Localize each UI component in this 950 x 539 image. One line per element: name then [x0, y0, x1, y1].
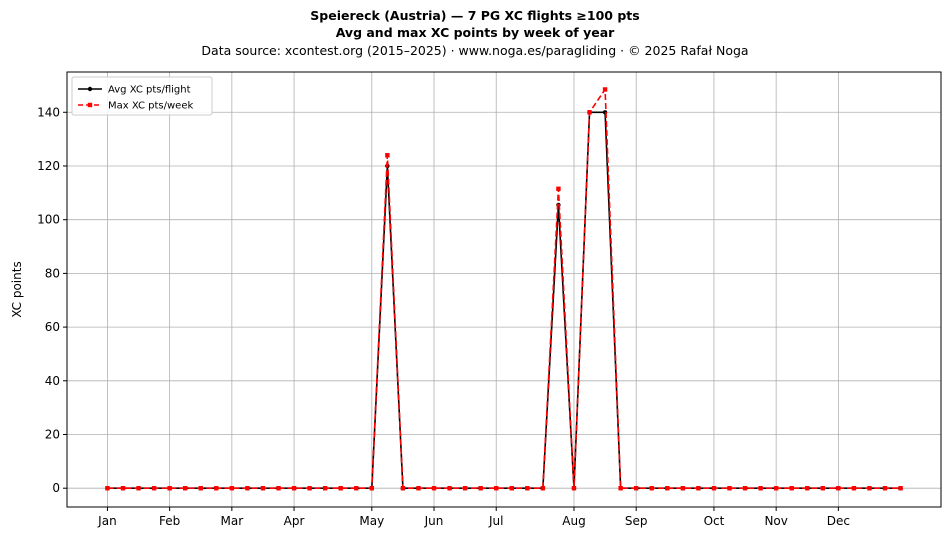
data-point-max	[447, 486, 452, 491]
x-tick-label: Oct	[704, 514, 725, 528]
x-tick-label: May	[359, 514, 384, 528]
data-point-max	[307, 486, 312, 491]
legend-box	[71, 76, 213, 116]
data-point-max	[805, 486, 810, 491]
data-point-max	[680, 486, 686, 491]
data-point-max	[851, 486, 857, 491]
data-point-max	[540, 486, 546, 491]
data-point-max	[291, 486, 297, 491]
data-point-max	[431, 486, 437, 491]
series-line-avg	[107, 111, 901, 490]
y-tick-label: 120	[37, 159, 60, 173]
data-point-max	[820, 486, 826, 491]
data-point-max	[462, 486, 468, 491]
data-point-max	[556, 186, 561, 192]
data-point-max	[773, 486, 779, 491]
y-tick-label: 100	[37, 213, 60, 227]
data-point-max	[696, 486, 701, 491]
legend-marker	[87, 102, 93, 108]
data-point-max	[836, 486, 841, 491]
data-point-max	[105, 486, 110, 491]
data-point-max	[711, 486, 717, 491]
y-tick-label: 140	[37, 105, 60, 119]
data-point-max	[214, 486, 219, 491]
x-tick-label: Apr	[284, 514, 305, 528]
plot-frame	[66, 71, 942, 508]
data-point-max	[649, 486, 654, 491]
data-point-max	[245, 486, 250, 491]
data-point-max	[602, 87, 608, 92]
data-point-max	[525, 486, 530, 491]
chart-subtitle: Avg and max XC points by week of year	[335, 25, 615, 40]
data-point-max	[898, 486, 903, 491]
data-point-max	[727, 486, 732, 491]
y-tick-label: 0	[52, 481, 60, 495]
x-tick-label: Nov	[764, 514, 787, 528]
chart-source-line: Data source: xcontest.org (2015–2025) · …	[201, 43, 749, 58]
data-point-max	[633, 486, 639, 491]
data-point-max	[867, 486, 872, 491]
y-tick-label: 80	[45, 266, 60, 280]
data-point-max	[789, 486, 794, 491]
data-point-max	[882, 486, 888, 491]
data-point-max	[182, 486, 188, 491]
data-point-max	[494, 486, 499, 491]
x-tick-label: Jul	[488, 514, 503, 528]
data-point-max	[136, 486, 141, 491]
data-point-max	[509, 486, 514, 491]
x-tick-label: Mar	[221, 514, 244, 528]
x-tick-label: Feb	[159, 514, 180, 528]
chart-title: Speiereck (Austria) — 7 PG XC flights ≥1…	[310, 8, 640, 23]
data-point-max	[618, 486, 623, 491]
y-axis-label: XC points	[10, 261, 24, 317]
legend-marker	[87, 86, 93, 92]
data-point-max	[758, 486, 763, 491]
data-point-max	[478, 486, 483, 491]
data-point-max	[322, 486, 328, 491]
data-point-max	[260, 486, 266, 491]
x-tick-label: Dec	[827, 514, 850, 528]
data-point-max	[587, 110, 592, 115]
y-tick-label: 20	[45, 428, 60, 442]
data-point-max	[198, 486, 203, 491]
data-point-max	[151, 486, 157, 491]
y-tick-label: 60	[45, 320, 60, 334]
data-point-max	[665, 486, 670, 491]
legend-label: Avg XC pts/flight	[108, 85, 191, 96]
legend-label: Max XC pts/week	[108, 101, 193, 112]
data-point-max	[167, 486, 172, 491]
x-tick-label: Sep	[625, 514, 648, 528]
data-point-max	[742, 486, 748, 491]
data-point-max	[276, 486, 281, 491]
x-tick-label: Jan	[97, 514, 117, 528]
data-point-max	[571, 486, 577, 491]
data-point-max	[229, 486, 235, 491]
x-tick-label: Jun	[424, 514, 444, 528]
data-point-max	[369, 486, 375, 491]
y-tick-label: 40	[45, 374, 60, 388]
data-point-max	[400, 486, 406, 491]
x-tick-label: Aug	[562, 514, 585, 528]
data-point-max	[354, 486, 359, 491]
data-point-max	[120, 486, 126, 491]
data-point-max	[416, 486, 421, 491]
data-point-max	[385, 153, 390, 158]
data-point-max	[338, 486, 343, 491]
series-line-max	[107, 88, 901, 490]
